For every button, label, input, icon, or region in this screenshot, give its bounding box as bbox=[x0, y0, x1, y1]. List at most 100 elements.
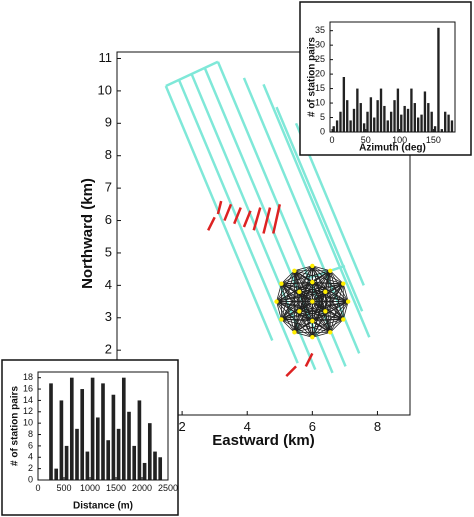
station-link bbox=[311, 281, 326, 312]
station-link bbox=[329, 270, 344, 285]
bar bbox=[64, 445, 69, 480]
y-tick-label: 4 bbox=[105, 277, 112, 292]
y-axis-label: # of station pairs bbox=[307, 37, 318, 117]
survey-line bbox=[272, 204, 281, 234]
bar bbox=[69, 377, 74, 480]
x-tick-label: 50 bbox=[361, 135, 371, 145]
station-link bbox=[311, 291, 326, 322]
bar bbox=[49, 383, 53, 480]
bar bbox=[433, 126, 437, 132]
station-link bbox=[281, 319, 331, 333]
y-tick-label: 0 bbox=[320, 126, 325, 136]
station bbox=[328, 330, 333, 335]
y-tick-label: 7 bbox=[105, 180, 112, 195]
station-link bbox=[299, 310, 344, 320]
x-tick-label: 0 bbox=[330, 135, 335, 145]
y-tick-label: 16 bbox=[23, 383, 33, 393]
bar bbox=[339, 111, 342, 132]
station-link bbox=[276, 281, 313, 302]
station-link bbox=[312, 265, 331, 272]
station-link bbox=[281, 270, 295, 285]
bar bbox=[90, 377, 95, 480]
survey-line bbox=[275, 106, 364, 312]
bar bbox=[427, 103, 430, 132]
station-link bbox=[299, 283, 344, 293]
bar bbox=[356, 88, 359, 132]
survey-line bbox=[216, 200, 223, 215]
bar bbox=[95, 417, 100, 480]
survey-line bbox=[242, 210, 252, 228]
bar bbox=[423, 91, 427, 132]
survey-line bbox=[223, 203, 233, 222]
station bbox=[323, 289, 328, 295]
survey-line bbox=[252, 207, 262, 231]
axes-frame bbox=[116, 51, 411, 416]
bar bbox=[362, 123, 366, 132]
bar bbox=[369, 97, 373, 132]
y-tick-label: 10 bbox=[98, 82, 112, 97]
bar bbox=[400, 114, 403, 132]
station-link bbox=[324, 311, 331, 333]
y-tick-label: 10 bbox=[315, 97, 325, 107]
station-link bbox=[294, 270, 313, 302]
station-link bbox=[298, 311, 313, 338]
x-tick-label: 1500 bbox=[106, 483, 126, 493]
station bbox=[341, 281, 346, 286]
x-tick-label: 2000 bbox=[132, 483, 152, 493]
station bbox=[274, 299, 279, 304]
station-link bbox=[312, 281, 326, 293]
y-tick-label: 14 bbox=[23, 395, 33, 405]
bar bbox=[54, 468, 59, 480]
axes-frame bbox=[329, 21, 456, 133]
bar bbox=[420, 114, 423, 132]
bar bbox=[142, 462, 147, 480]
station-link bbox=[299, 310, 313, 322]
station-link bbox=[294, 301, 313, 333]
station-link bbox=[312, 270, 331, 283]
bar bbox=[111, 394, 116, 480]
bar bbox=[440, 129, 444, 132]
survey-line bbox=[262, 83, 371, 338]
y-tick-label: 18 bbox=[23, 372, 33, 382]
station-link bbox=[299, 281, 313, 293]
station-link bbox=[281, 310, 300, 320]
y-tick-label: 8 bbox=[105, 147, 112, 162]
bar bbox=[116, 428, 121, 480]
bar bbox=[396, 88, 400, 132]
station-link bbox=[342, 301, 349, 320]
bar bbox=[430, 111, 433, 132]
x-axis-label: Azimuth (deg) bbox=[359, 143, 426, 154]
bar bbox=[342, 77, 346, 132]
station bbox=[310, 263, 315, 269]
station bbox=[297, 309, 302, 314]
bar bbox=[406, 108, 410, 132]
station-link bbox=[281, 283, 349, 302]
bar bbox=[137, 400, 142, 480]
x-tick-label: 500 bbox=[56, 483, 71, 493]
station-link bbox=[294, 291, 300, 333]
bar bbox=[389, 111, 393, 132]
station bbox=[297, 289, 302, 295]
station-link bbox=[298, 291, 331, 333]
y-tick-label: 5 bbox=[105, 244, 112, 259]
station-link bbox=[325, 283, 344, 312]
bar bbox=[349, 120, 352, 132]
station-link bbox=[281, 283, 326, 293]
bar bbox=[416, 117, 420, 132]
station-link bbox=[294, 319, 344, 333]
axes-frame bbox=[37, 371, 169, 481]
y-tick-label: 2 bbox=[28, 463, 33, 473]
y-tick-label: 9 bbox=[105, 115, 112, 130]
bar bbox=[75, 428, 79, 480]
station-link bbox=[312, 331, 331, 338]
station-link bbox=[311, 301, 331, 333]
station-link bbox=[312, 310, 326, 322]
station-link bbox=[276, 301, 282, 320]
bar bbox=[450, 120, 454, 132]
station-link bbox=[298, 281, 313, 312]
station-link bbox=[281, 301, 349, 320]
x-tick-label: 4 bbox=[244, 419, 251, 434]
x-tick-label: 8 bbox=[374, 419, 381, 434]
bar bbox=[59, 400, 64, 480]
bar bbox=[383, 105, 386, 132]
